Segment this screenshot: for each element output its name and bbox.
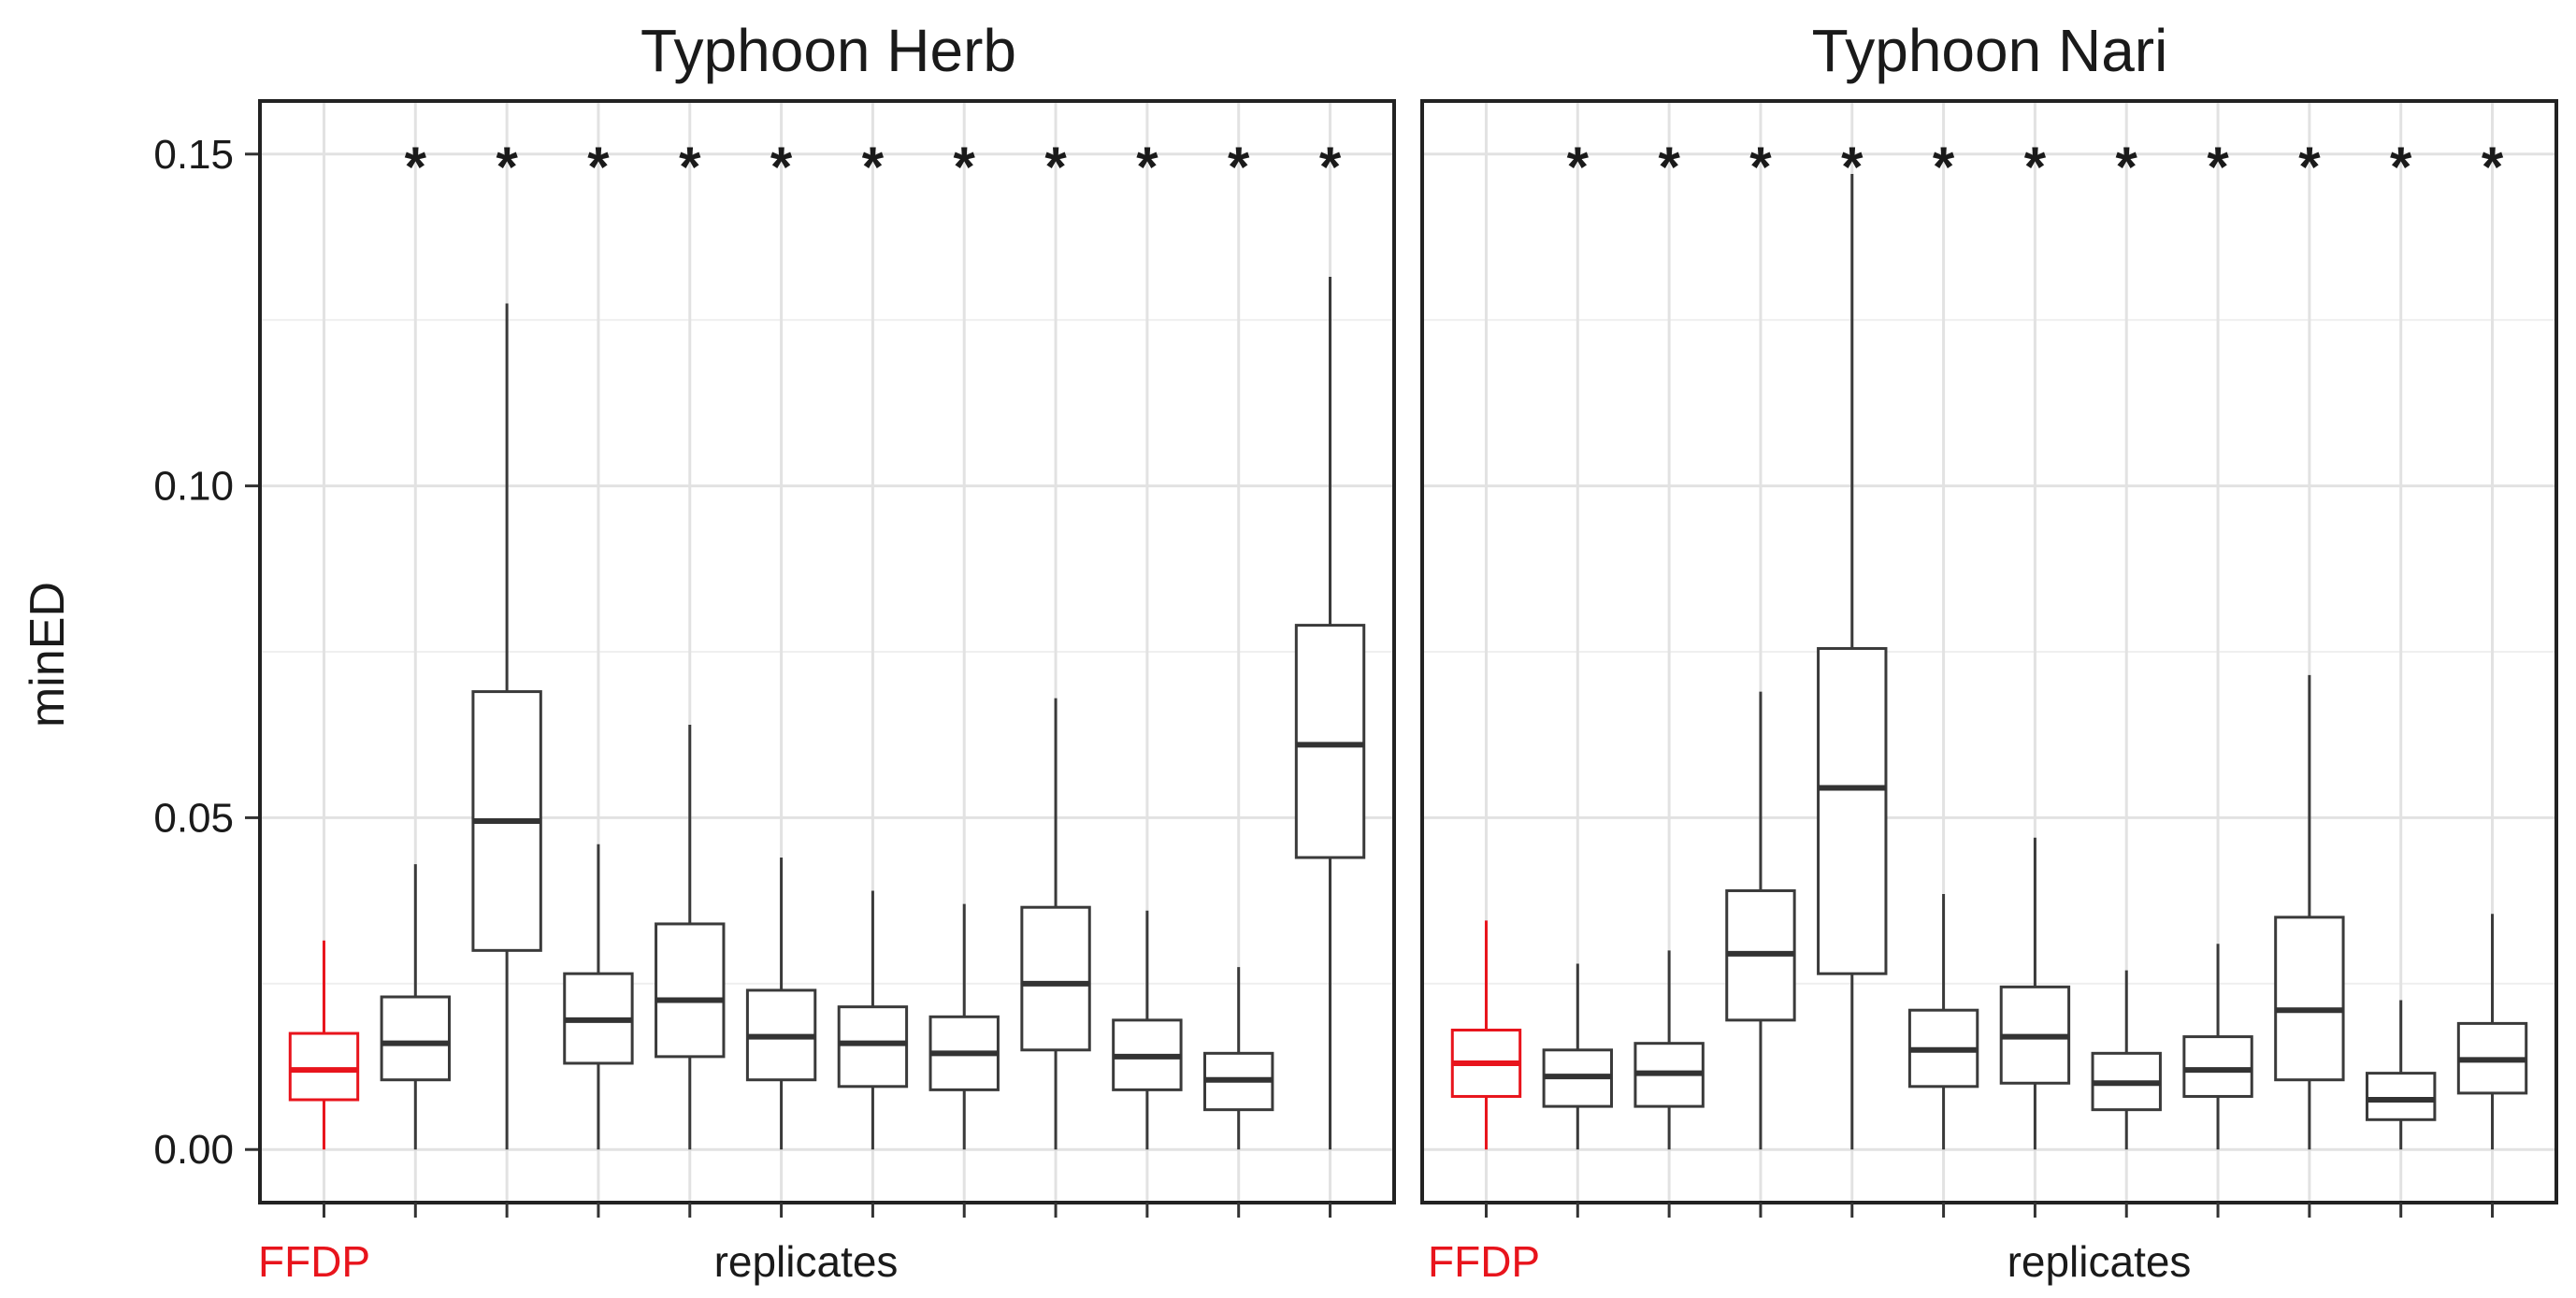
- box-iqr: [2366, 1072, 2437, 1121]
- panel-typhoon-herb: Typhoon Herb * * * * * * * * * * * FFDP replicates: [258, 17, 1396, 1286]
- box-replicate: [471, 303, 542, 1150]
- y-tick-label: 0.05: [153, 795, 234, 841]
- significance-star: *: [1044, 136, 1067, 198]
- x-label-ffdp: FFDP: [258, 1237, 370, 1286]
- box-replicate: [1817, 174, 1888, 1150]
- y-tick-label: 0.00: [153, 1127, 234, 1173]
- significance-star: *: [1567, 136, 1590, 198]
- panel-frame: [1420, 99, 2558, 1204]
- significance-star: *: [862, 136, 885, 198]
- x-label-ffdp: FFDP: [1428, 1237, 1540, 1286]
- box-replicate: [2366, 1000, 2437, 1150]
- box-replicate: [745, 857, 817, 1150]
- box-ffdp: [1450, 920, 1522, 1150]
- panel-title: Typhoon Nari: [1812, 17, 2168, 84]
- box-iqr: [2274, 916, 2345, 1082]
- significance-star: *: [2298, 136, 2321, 198]
- box-replicate: [837, 890, 909, 1150]
- box-iqr: [1817, 646, 1888, 975]
- significance-star: *: [2390, 136, 2412, 198]
- significance-star: *: [2024, 136, 2047, 198]
- box-replicate: [1907, 894, 1979, 1150]
- box-replicate: [1020, 698, 1091, 1150]
- box-iqr: [655, 922, 726, 1059]
- box-iqr: [837, 1005, 909, 1089]
- x-label-replicates: replicates: [714, 1237, 899, 1286]
- panel-x-ticks: [322, 1203, 1332, 1218]
- panel-typhoon-nari: Typhoon Nari * * * * * * * * * * * FFDP replicates: [1420, 17, 2558, 1286]
- box-replicate: [380, 864, 451, 1150]
- panel-frame: [258, 99, 1396, 1204]
- box-replicate: [928, 903, 1000, 1150]
- panel-significance-stars: * * * * * * * * * * *: [405, 136, 1342, 198]
- box-replicate: [2182, 944, 2253, 1150]
- significance-star: *: [2116, 136, 2138, 198]
- box-iqr: [2182, 1035, 2253, 1098]
- significance-star: *: [587, 136, 610, 198]
- box-replicate: [2456, 914, 2528, 1150]
- significance-star: *: [770, 136, 793, 198]
- box-replicate: [1203, 967, 1274, 1150]
- significance-star: *: [496, 136, 518, 198]
- box-ffdp: [288, 940, 360, 1150]
- significance-star: *: [1841, 136, 1864, 198]
- box-iqr: [380, 995, 451, 1082]
- box-replicate: [1633, 950, 1705, 1150]
- significance-star: *: [1933, 136, 1955, 198]
- significance-star: *: [1319, 136, 1342, 198]
- panel-boxes: [288, 277, 1366, 1150]
- panel-boxes: [1450, 174, 2528, 1150]
- significance-star: *: [1658, 136, 1680, 198]
- y-tick-label: 0.15: [153, 132, 234, 178]
- y-tick-label: 0.10: [153, 464, 234, 510]
- panel-significance-stars: * * * * * * * * * * *: [1567, 136, 2504, 198]
- significance-star: *: [1228, 136, 1250, 198]
- panel-x-ticks: [1484, 1203, 2495, 1218]
- y-tick-labels: 0.00 0.05 0.10 0.15: [153, 132, 260, 1173]
- box-replicate: [563, 844, 634, 1150]
- box-replicate: [1542, 963, 1613, 1150]
- box-replicate: [2091, 970, 2162, 1150]
- panel-title: Typhoon Herb: [640, 17, 1016, 84]
- significance-star: *: [1136, 136, 1158, 198]
- box-replicate: [655, 725, 726, 1150]
- box-replicate: [2274, 674, 2345, 1150]
- box-iqr: [288, 1031, 360, 1102]
- y-axis-title: minED: [21, 582, 75, 728]
- significance-star: *: [679, 136, 701, 198]
- box-replicate: [1294, 277, 1366, 1150]
- significance-star: *: [405, 136, 427, 198]
- box-iqr: [1020, 905, 1091, 1052]
- box-replicate: [1725, 691, 1796, 1150]
- significance-star: *: [2207, 136, 2229, 198]
- panel-grid: [1422, 101, 2556, 1203]
- box-iqr: [1294, 624, 1366, 859]
- significance-star: *: [1749, 136, 1772, 198]
- box-replicate: [1999, 837, 2071, 1150]
- significance-star: *: [2482, 136, 2504, 198]
- significance-star: *: [954, 136, 976, 198]
- x-label-replicates: replicates: [2008, 1237, 2192, 1286]
- box-replicate: [1112, 910, 1183, 1150]
